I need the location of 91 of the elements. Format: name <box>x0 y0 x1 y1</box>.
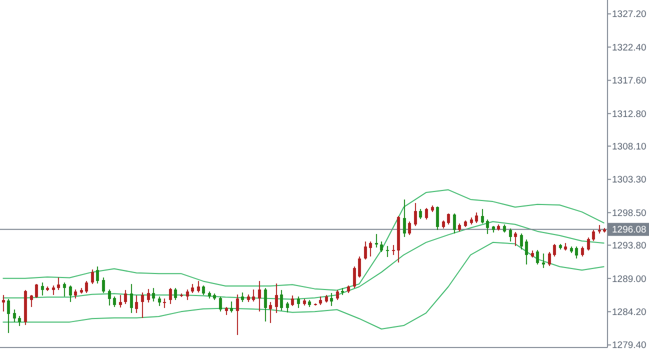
candlestick <box>414 202 417 226</box>
candlestick <box>553 243 556 257</box>
candlestick <box>52 284 55 296</box>
candlestick <box>408 221 411 236</box>
candlestick <box>169 288 172 305</box>
candlestick <box>419 208 422 220</box>
candlestick <box>230 300 233 313</box>
candlestick <box>525 239 528 266</box>
candlestick <box>69 284 72 302</box>
candlestick <box>475 212 478 224</box>
candlestick <box>30 294 33 308</box>
candlestick <box>147 288 150 304</box>
candlestick <box>587 237 590 252</box>
candlestick <box>536 250 539 266</box>
candlestick <box>163 298 166 309</box>
candlestick <box>96 266 99 284</box>
candlestick <box>592 229 595 242</box>
candlestick <box>542 252 545 269</box>
candlestick <box>481 208 484 224</box>
candlestick <box>353 266 356 289</box>
candlestick <box>514 232 517 246</box>
candlestick <box>486 219 489 235</box>
candlestick <box>85 280 88 294</box>
candlestick <box>236 294 239 336</box>
candlestick <box>275 282 278 314</box>
candlestick <box>364 241 367 260</box>
candlestick <box>202 284 205 296</box>
candlestick <box>392 244 395 256</box>
y-tick-label: 1284.20 <box>612 307 646 318</box>
candlestick <box>380 241 383 253</box>
y-tick-label: 1303.30 <box>612 174 646 186</box>
candlestick <box>291 295 294 307</box>
candlestick <box>41 282 44 296</box>
candlestick <box>57 277 60 291</box>
candlestick <box>91 268 94 284</box>
candlestick <box>336 290 339 300</box>
candlestick <box>286 301 289 313</box>
candlestick <box>386 245 389 258</box>
candlestick <box>425 207 428 220</box>
y-tick-label: 1317.60 <box>612 76 646 87</box>
y-tick-label: 1298.50 <box>612 208 646 219</box>
candlestick <box>13 309 16 323</box>
candlestick <box>509 228 512 242</box>
candlestick <box>63 282 66 297</box>
candlestick <box>158 296 161 307</box>
candlestick <box>74 289 77 300</box>
candlestick <box>35 283 38 298</box>
y-tick-label: 1322.40 <box>612 42 646 54</box>
candlestick <box>520 232 523 250</box>
candlestick <box>241 292 244 302</box>
candlestick <box>7 298 10 334</box>
y-tick-label: 1289.00 <box>612 274 646 285</box>
candlestick <box>141 292 144 318</box>
candlestick <box>297 296 300 309</box>
candlestick <box>453 212 456 234</box>
candlestick <box>219 296 222 312</box>
candlestick <box>197 280 200 293</box>
candlestick <box>124 290 127 305</box>
candlestick <box>113 296 116 308</box>
y-tick-label: 1308.10 <box>612 141 646 152</box>
candlestick <box>330 292 333 307</box>
candlestick <box>174 288 177 300</box>
y-tick-label: 1312.80 <box>612 108 646 120</box>
y-tick-label: 1327.20 <box>612 9 646 20</box>
candlestick <box>252 289 255 302</box>
candlestick <box>436 206 439 230</box>
candlestick <box>447 212 450 225</box>
candlestick <box>581 246 584 257</box>
candlestick <box>130 283 133 314</box>
candlestick <box>575 246 578 259</box>
candlestick <box>403 198 406 238</box>
candlestick <box>2 294 5 312</box>
candlestick <box>375 234 378 248</box>
candlestick <box>186 289 189 300</box>
candlestick <box>191 283 194 294</box>
ref-line-label: 1296.08 <box>612 224 646 236</box>
candlestick <box>152 288 155 302</box>
candlestick <box>102 277 105 294</box>
candlestick <box>258 280 261 312</box>
candlestick <box>369 241 372 257</box>
candlestick <box>280 290 283 311</box>
candlestick <box>264 288 267 322</box>
candlestick <box>119 294 122 308</box>
candlestick <box>548 252 551 266</box>
candlestick <box>18 315 21 327</box>
candlestick <box>358 256 361 278</box>
y-tick-label: 1293.80 <box>612 240 646 252</box>
y-tick-label: 1279.40 <box>612 340 646 349</box>
candlestick <box>135 295 138 314</box>
candlestick <box>108 289 111 306</box>
candlestick <box>269 301 272 324</box>
